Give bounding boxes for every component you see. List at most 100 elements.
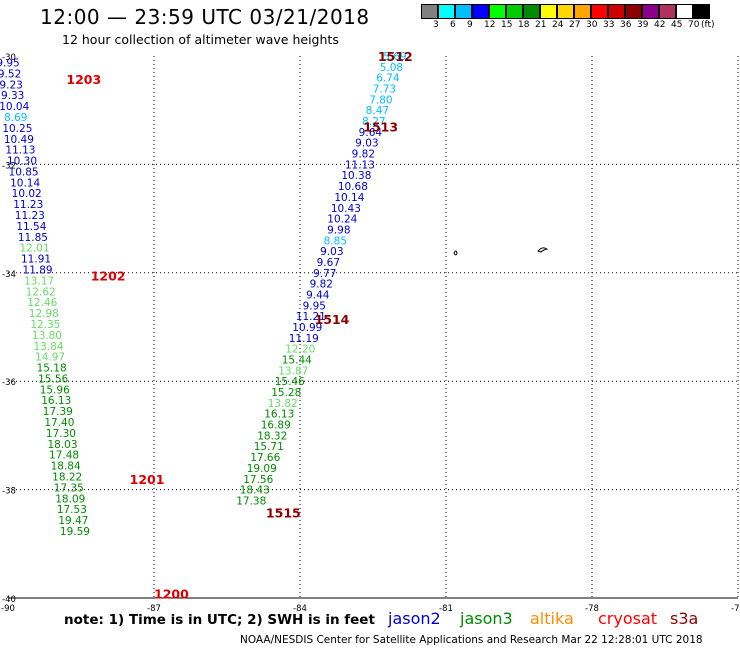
wave-height-value: 10.30 [7,156,37,168]
wave-height-value: 6.74 [376,73,400,85]
wave-height-value: 10.24 [327,214,357,226]
satellite-tracks: 9.959.529.239.3310.048.6910.2510.4911.13… [0,51,407,538]
scale-label: 15 [501,20,513,30]
scale-label: 18 [518,20,530,30]
wave-height-value: 10.38 [341,170,371,182]
y-tick-label: -38 [2,487,16,497]
scale-swatch [540,4,557,19]
scale-label: 6 [450,20,456,30]
wave-height-value: 10.68 [338,181,368,193]
wave-height-value: 15.96 [40,384,70,396]
y-tick-label: -40 [2,595,16,605]
wave-height-value: 17.66 [250,452,280,464]
wave-height-value: 7.80 [369,94,392,106]
y-tick-label: -36 [2,378,16,388]
scale-label: 27 [569,20,581,30]
pass-number-label: 1515 [266,505,301,520]
scale-label: 33 [603,20,615,30]
x-tick-label: -78 [585,604,599,614]
wave-height-value: 17.48 [49,450,79,462]
legend-jason3: jason3 [460,609,513,628]
wave-height-value: 13.80 [32,330,62,342]
wave-height-value: 9.67 [317,257,340,269]
scale-swatch [693,4,710,19]
wave-height-value: 12.46 [27,297,57,309]
pass-number-label: 1201 [130,472,165,487]
wave-height-value: 11.54 [16,221,46,233]
wave-height-value: 9.77 [313,268,336,280]
scale-label: 36 [620,20,632,30]
wave-height-value: 18.03 [47,439,77,451]
scale-label: 12 [484,20,496,30]
legend-jason2: jason2 [388,609,441,628]
wave-height-value: 8.69 [4,112,27,124]
pass-number-label: 1200 [154,587,189,602]
wave-height-value: 14.97 [35,352,65,364]
wave-height-value: 9.44 [306,289,330,301]
chart-subtitle: 12 hour collection of altimeter wave hei… [62,32,339,47]
wave-height-value: 16.13 [41,395,71,407]
wave-height-value: 11.89 [23,264,53,276]
scale-swatch [676,4,693,19]
wave-height-value: 15.28 [271,387,301,399]
wave-height-value: 10.49 [4,134,34,146]
wave-height-value: 19.09 [247,463,277,475]
y-tick-label: -30 [2,53,16,63]
scale-swatch [591,4,608,19]
chart-title: 12:00 — 23:59 UTC 03/21/2018 [40,5,370,29]
wave-height-value: 17.53 [57,504,87,516]
scale-swatch [574,4,591,19]
wave-height-value: 15.71 [254,441,284,453]
pass-labels: 1203 1202 1201 1200 1512 1513 1514 1515 [66,49,412,602]
scale-swatch [557,4,574,19]
wave-height-value: 17.40 [44,417,74,429]
scale-swatch [506,4,523,19]
wave-height-value: 8.27 [362,116,385,128]
wave-height-value: 17.30 [46,428,76,440]
scale-label: 3 [433,20,439,30]
wave-height-value: 10.14 [334,192,364,204]
wave-height-value: 5.08 [380,62,403,74]
wave-height-value: 11.21 [296,311,326,323]
wave-height-value: 10.99 [292,322,322,334]
wave-height-value: 11.19 [289,333,319,345]
scale-label: 9 [467,20,473,30]
wave-height-value: 10.85 [9,166,39,178]
wave-height-value: 11.85 [18,232,48,244]
y-tick-label: -32 [2,161,16,171]
pass-number-label: 1513 [363,119,398,134]
credit-text: NOAA/NESDIS Center for Satellite Applica… [240,634,703,646]
scale-label: 70 [688,20,700,30]
wave-height-value: 10.02 [12,188,42,200]
scale-swatch [489,4,506,19]
x-tick-label: -75 [731,604,740,614]
wave-height-value: 13.82 [268,398,298,410]
x-tick-label: -81 [439,604,453,614]
pass-number-label: 1512 [378,49,413,64]
scale-swatch [659,4,676,19]
scale-swatch [523,4,540,19]
axis-ticks: -90-87-84-81-78-75-30-32-34-36-38-40 [1,53,740,614]
wave-height-value: 9.95 [303,300,326,312]
scale-swatch [455,4,472,19]
scale-label: 39 [637,20,649,30]
wave-height-value: 11.13 [345,159,375,171]
scale-swatch [472,4,489,19]
scale-label: 24 [552,20,564,30]
wave-height-value: 9.03 [355,138,378,150]
wave-height-value: 7.73 [373,84,396,96]
wave-height-value: 12.01 [19,243,49,255]
legend-cryosat: cryosat [598,609,658,628]
wave-height-value: 15.44 [282,355,312,367]
legend-altika: altika [530,609,574,628]
wave-height-value: 18.22 [52,471,82,483]
wave-height-value: 9.82 [310,279,333,291]
legend-s3a: s3a [670,609,699,628]
wave-height-value: 9.52 [0,68,21,80]
wave-height-value: 13.17 [24,275,54,287]
wave-height-value: 12.62 [26,286,56,298]
wave-height-value: 10.43 [331,203,361,215]
wave-height-value: 9.33 [1,90,24,102]
wave-height-value: 12.35 [30,319,60,331]
